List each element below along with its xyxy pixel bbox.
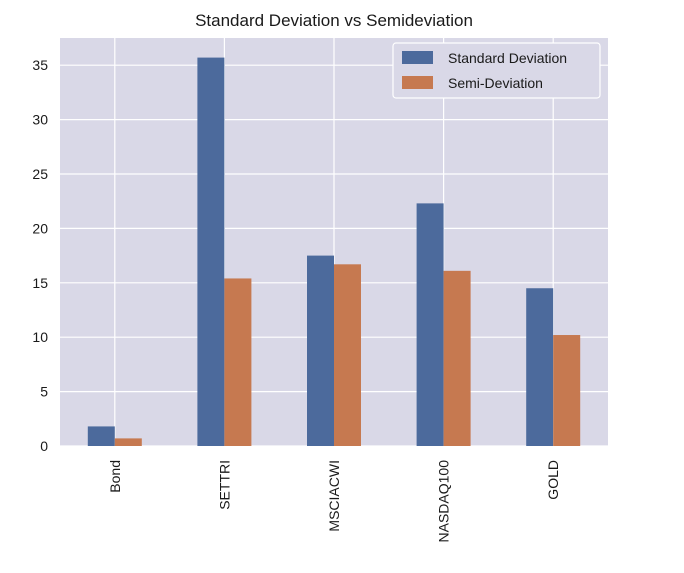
legend: Standard Deviation Semi-Deviation bbox=[392, 42, 601, 99]
bar-bond-standard-deviation bbox=[87, 426, 115, 446]
legend-swatch-semi-deviation bbox=[402, 76, 433, 89]
y-tick-label-35: 35 bbox=[32, 57, 48, 73]
bar-msciacwi-standard-deviation bbox=[307, 255, 334, 446]
y-tick-label-10: 10 bbox=[32, 329, 48, 345]
bar-nasdaq100-semi-deviation bbox=[443, 270, 471, 446]
x-tick-label-bond: Bond bbox=[107, 460, 123, 493]
bar-nasdaq100-standard-deviation bbox=[416, 203, 444, 446]
bar-settri-semi-deviation bbox=[224, 278, 252, 446]
bar-gold-standard-deviation bbox=[526, 288, 554, 446]
y-axis-ticks: 0 5 10 15 20 25 30 35 bbox=[32, 57, 48, 454]
bars bbox=[87, 57, 581, 447]
bar-msciacwi-semi-deviation bbox=[334, 264, 361, 446]
x-tick-label-gold: GOLD bbox=[545, 460, 561, 500]
legend-box bbox=[392, 42, 601, 99]
x-tick-label-msciacwi: MSCIACWI bbox=[326, 460, 342, 532]
bar-bond-semi-deviation bbox=[114, 438, 142, 446]
x-tick-label-settri: SETTRI bbox=[216, 460, 232, 510]
legend-label-standard-deviation: Standard Deviation bbox=[448, 50, 567, 66]
y-tick-label-5: 5 bbox=[40, 384, 48, 400]
legend-swatch-standard-deviation bbox=[402, 51, 433, 64]
x-tick-label-nasdaq100: NASDAQ100 bbox=[436, 460, 452, 543]
y-tick-label-20: 20 bbox=[32, 220, 48, 236]
bar-settri-standard-deviation bbox=[197, 57, 225, 447]
y-tick-label-0: 0 bbox=[40, 438, 48, 454]
legend-label-semi-deviation: Semi-Deviation bbox=[448, 75, 543, 91]
y-tick-label-25: 25 bbox=[32, 166, 48, 182]
chart-title: Standard Deviation vs Semideviation bbox=[195, 11, 473, 30]
y-tick-label-15: 15 bbox=[32, 275, 48, 291]
bar-gold-semi-deviation bbox=[553, 335, 581, 446]
x-axis-ticks: Bond SETTRI MSCIACWI NASDAQ100 GOLD bbox=[107, 460, 561, 543]
y-tick-label-30: 30 bbox=[32, 112, 48, 128]
